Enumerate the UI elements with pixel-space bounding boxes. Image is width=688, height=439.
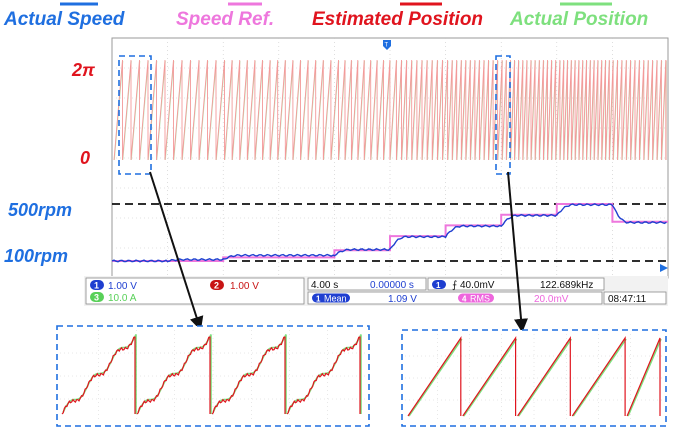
position-label-zero: 0: [80, 148, 90, 168]
trigger-panel: [427, 277, 605, 291]
trigger-level: ⨍ 40.0mV: [452, 280, 495, 291]
legend-estimated-position: Estimated Position: [312, 9, 483, 30]
trigger-marker-letter: T: [385, 43, 389, 49]
meas2-label: RMS: [470, 294, 490, 304]
trigger-badge-text: 1: [436, 281, 441, 290]
zoom-region-left: [118, 55, 152, 175]
scope-status-bar: 1 1.00 V 2 1.00 V 3 10.0 A 4.00 s 0.0000…: [84, 276, 668, 306]
ch1-scale: 1.00 V: [108, 281, 137, 292]
timebase-value: 4.00 s: [311, 280, 338, 291]
zoom-arrow-right: [507, 171, 528, 333]
ch1-badge: [90, 280, 104, 290]
ch3-badge: [90, 292, 104, 302]
meas2-badge-text: 4: [462, 295, 467, 304]
trigger-badge: [432, 280, 446, 289]
ch1-badge-text: 1: [94, 281, 99, 291]
ch3-badge-text: 3: [94, 293, 99, 303]
inset-high-speed: [401, 329, 667, 427]
channel-panel: [85, 277, 305, 305]
legend-speed-ref: Speed Ref.: [176, 9, 274, 30]
zoom-arrow-left: [149, 171, 204, 331]
meas1-label: Mean: [324, 294, 347, 304]
speed-label-500rpm: 500rpm: [8, 200, 72, 220]
speed-label-100rpm: 100rpm: [4, 246, 68, 266]
ch3-scale: 10.0 A: [108, 293, 137, 304]
timebase-panel: [307, 277, 427, 291]
meas2-badge: [458, 293, 494, 303]
inset-low-speed-actual-position-trace: [62, 334, 362, 414]
trigger-position-marker-icon: [383, 40, 391, 50]
meas1-value: 1.09 V: [388, 294, 417, 305]
inset-high-speed-estimated-position-trace: [407, 336, 661, 417]
estimated-position-waveform: [113, 59, 667, 161]
scope-screen: T: [111, 37, 669, 279]
inset-high-speed-actual-position-trace: [408, 338, 662, 417]
meas2-value: 20.0mV: [534, 294, 569, 305]
ch2-badge: [210, 280, 224, 290]
legend-actual-speed: Actual Speed: [3, 9, 125, 30]
clock-value: 08:47:11: [608, 294, 647, 305]
ch2-scale: 1.00 V: [230, 281, 259, 292]
position-waveform: [113, 59, 667, 161]
y-labels: 2π 0 500rpm 100rpm: [4, 60, 95, 266]
trigger-level-arrow-icon: [660, 264, 668, 272]
meas1-badge-text: 1: [316, 295, 321, 304]
frequency-value: 122.689kHz: [540, 280, 593, 291]
legend: Actual Speed Speed Ref. Estimated Positi…: [3, 2, 648, 30]
ch2-badge-text: 2: [214, 281, 219, 291]
meas1-badge: [312, 293, 350, 303]
inset-low-speed-estimated-position-trace: [61, 336, 361, 415]
legend-actual-position: Actual Position: [509, 9, 648, 30]
clock-panel: [603, 291, 667, 305]
measurement-panel: [307, 291, 603, 305]
delay-value: 0.00000 s: [370, 280, 414, 291]
zoom-region-right: [495, 55, 511, 175]
actual-speed-trace: [111, 203, 667, 263]
inset-low-speed: [56, 325, 370, 427]
position-label-2pi: 2π: [71, 60, 95, 80]
